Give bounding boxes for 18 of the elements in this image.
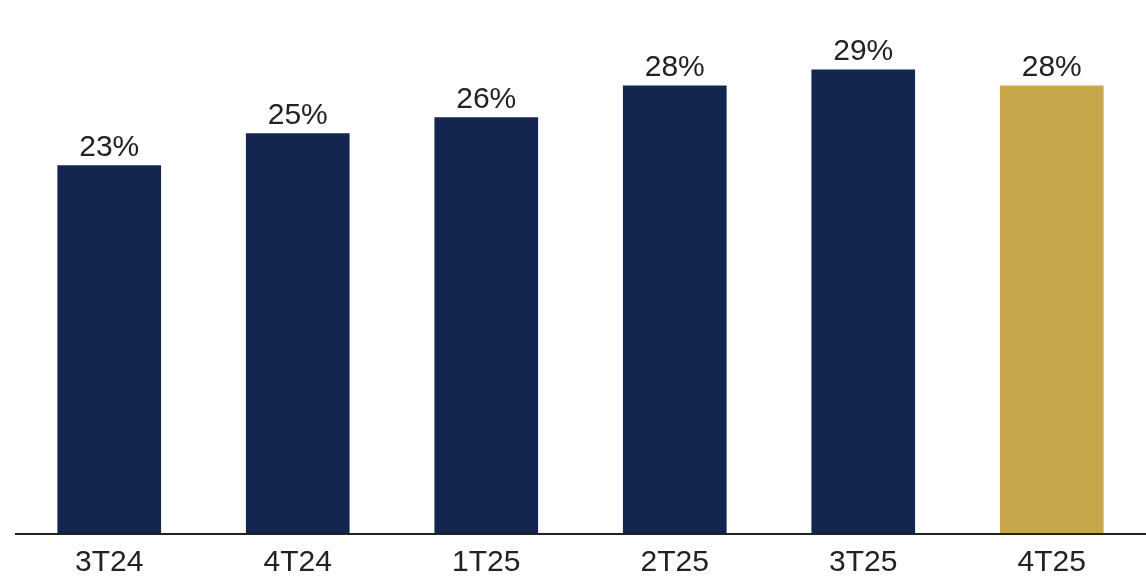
x-tick-label: 3T25: [829, 543, 898, 577]
data-label: 28%: [644, 49, 705, 83]
x-tick-label: 4T24: [263, 543, 332, 577]
bar: [57, 165, 162, 533]
data-label: 28%: [1021, 49, 1082, 83]
x-tick-label: 3T24: [75, 543, 144, 577]
bar: [999, 85, 1104, 533]
x-tick-label: 2T25: [640, 543, 709, 577]
data-label: 26%: [456, 81, 517, 115]
x-tick-label: 4T25: [1017, 543, 1086, 577]
bar: [434, 117, 539, 533]
x-tick-label: 1T25: [452, 543, 521, 577]
data-label: 25%: [267, 97, 328, 131]
bar: [811, 69, 916, 533]
bar: [622, 85, 727, 533]
data-label: 23%: [79, 129, 140, 163]
bar: [245, 133, 350, 533]
data-label: 29%: [833, 33, 894, 67]
